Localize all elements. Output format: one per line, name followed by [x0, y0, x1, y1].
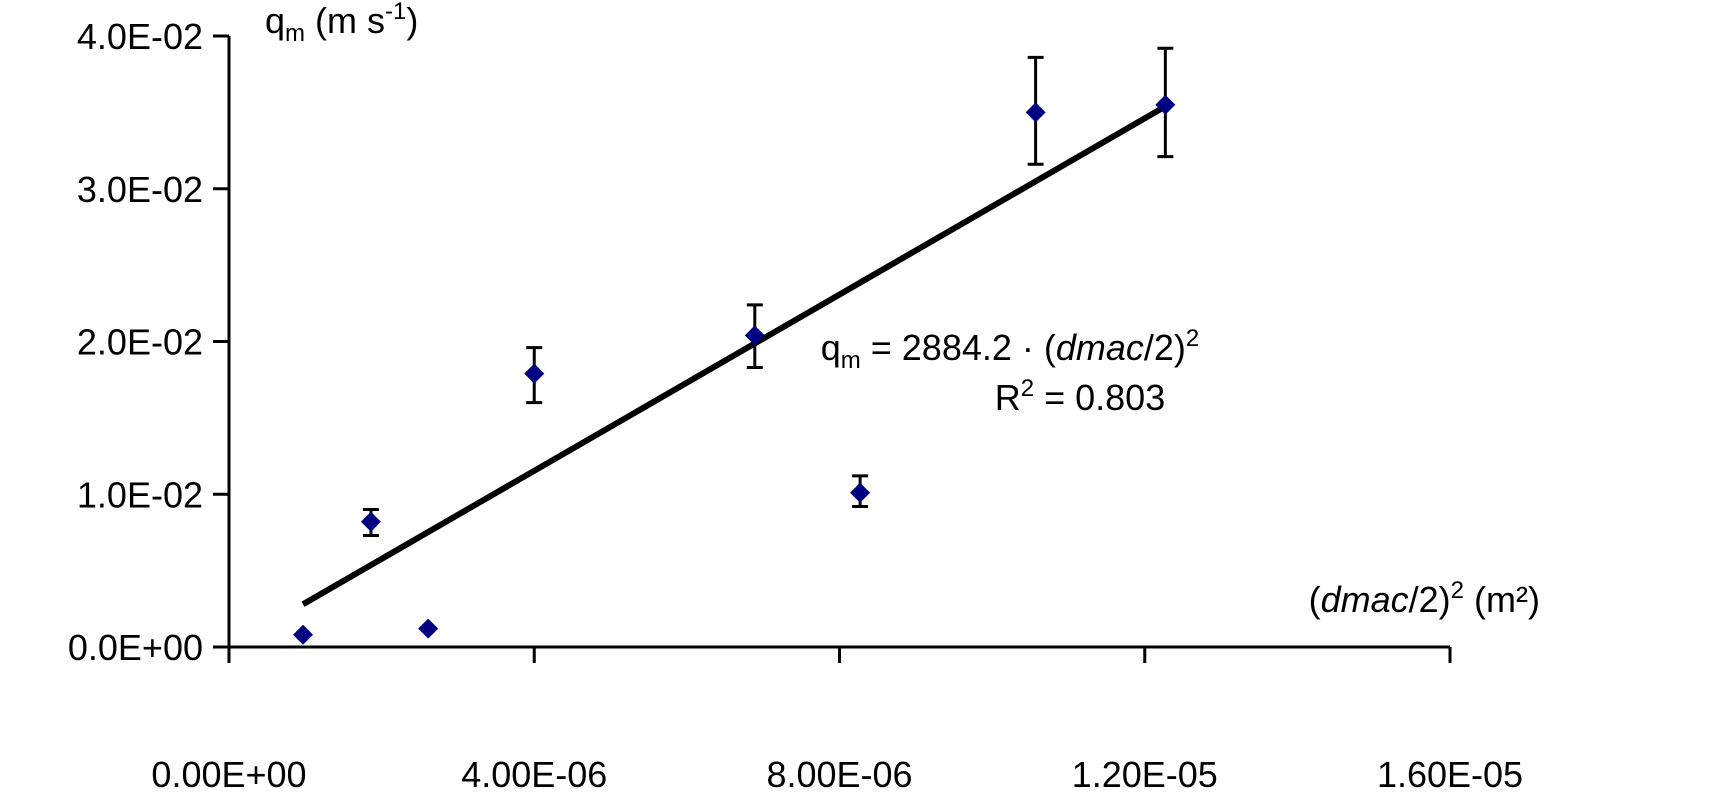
y-tick-label: 2.0E-02 [77, 322, 203, 363]
y-tick-label: 0.0E+00 [68, 627, 203, 668]
data-point [293, 624, 314, 645]
x-tick-label: 8.00E-06 [766, 754, 912, 793]
x-tick-label: 1.60E-05 [1377, 754, 1523, 793]
data-point [360, 511, 381, 532]
x-tick-label: 0.00E+00 [151, 754, 306, 793]
data-point [1155, 94, 1176, 115]
data-point [418, 618, 439, 639]
x-tick-label: 4.00E-06 [461, 754, 607, 793]
data-point [744, 325, 765, 346]
x-axis-label: (dmac/2)2 (m²) [1309, 577, 1540, 620]
trendline [301, 103, 1167, 607]
trendline-equation: qm = 2884.2 · (dmac/2)2 [821, 325, 1200, 374]
y-tick-label: 3.0E-02 [77, 169, 203, 210]
x-tick-label: 1.20E-05 [1072, 754, 1218, 793]
y-tick-label: 4.0E-02 [77, 16, 203, 57]
r-squared-label: R2 = 0.803 [995, 375, 1165, 418]
y-tick-label: 1.0E-02 [77, 474, 203, 515]
y-axis-label: qm (m s-1) [265, 0, 418, 47]
data-point [524, 363, 545, 384]
data-point [850, 482, 871, 503]
data-point [1025, 102, 1046, 123]
